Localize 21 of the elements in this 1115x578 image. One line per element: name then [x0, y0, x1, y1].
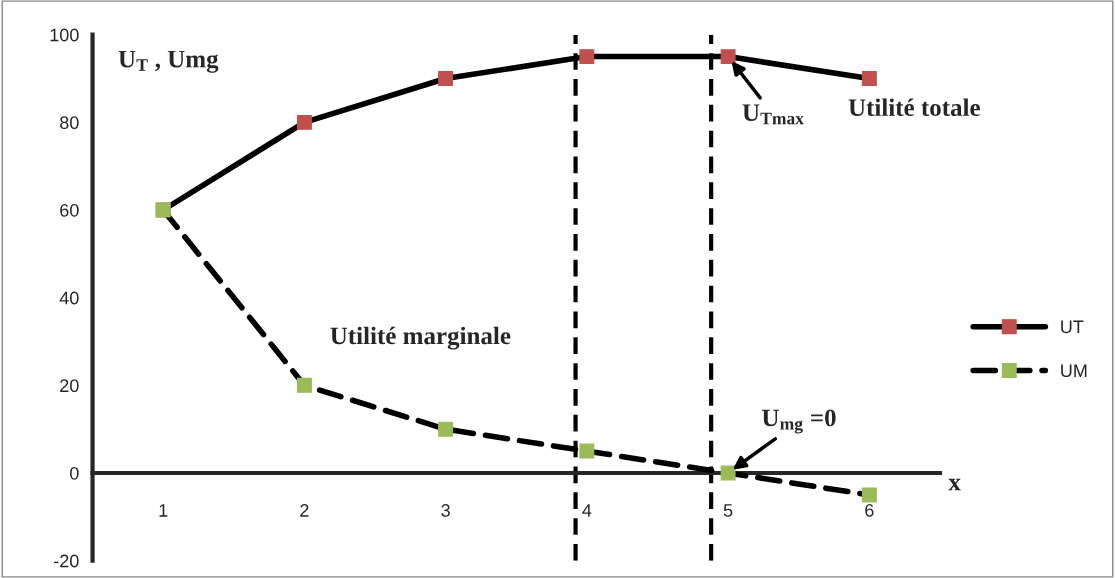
x-tick-label: 5	[723, 504, 733, 517]
y-tick-label: 60	[60, 203, 79, 217]
legend-label: UM	[1061, 364, 1087, 378]
y-axis-title: U$_{T}$ , Umg	[118, 50, 219, 73]
annotation: U$_{mg}$ =0	[762, 409, 836, 434]
x-tick-label: 1	[159, 504, 168, 517]
y-tick-label: -20	[54, 554, 79, 568]
annotation: Utilité totale	[848, 98, 980, 117]
x-tick-label: 3	[441, 504, 450, 517]
x-axis-title: x	[948, 478, 961, 491]
y-tick-label: 20	[60, 379, 79, 393]
y-tick-label: 40	[59, 291, 79, 305]
legend-label: UT	[1061, 320, 1084, 334]
y-tick-label: 100	[50, 28, 79, 42]
y-tick-label: 80	[60, 116, 79, 130]
x-tick-label: 2	[300, 504, 309, 517]
x-tick-label: 4	[582, 504, 592, 517]
annotation: U$_{Tmax}$	[742, 104, 804, 125]
y-tick-label: 0	[70, 466, 79, 480]
annotation: Utilité marginale	[330, 326, 511, 350]
x-tick-label: 6	[865, 504, 874, 517]
